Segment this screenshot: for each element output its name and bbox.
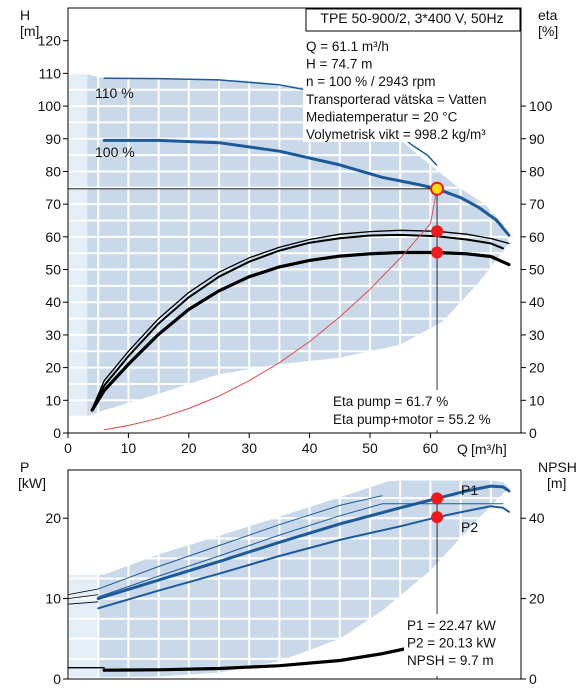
y-axis-title-power: P	[20, 459, 29, 475]
y-tick-label: 90	[45, 131, 61, 147]
x-tick-label: 40	[302, 440, 318, 456]
y2-tick-label: 0	[529, 671, 537, 687]
operating-point-eta	[431, 225, 444, 238]
y2-axis-title-eta: eta	[538, 7, 558, 23]
y-tick-label: 40	[45, 294, 61, 310]
y2-tick-label: 20	[529, 360, 545, 376]
series-label-p1: P1	[461, 482, 478, 498]
eta-line: Eta pump+motor = 55.2 %	[333, 412, 491, 427]
curve-left-ref-3	[67, 601, 99, 605]
y-tick-label: 10	[45, 591, 61, 607]
y-tick-label: 50	[45, 262, 61, 278]
operating-point-power	[431, 511, 444, 524]
eta-line: Eta pump = 61.7 %	[333, 394, 448, 409]
info-line: H = 74.7 m	[306, 57, 372, 72]
y2-tick-label: 0	[529, 425, 537, 441]
curve-head	[102, 138, 511, 237]
curve-left-ref-1	[67, 588, 99, 595]
operating-range-light-area	[68, 73, 88, 417]
y-tick-label: 30	[45, 327, 61, 343]
x-tick-label: 20	[181, 440, 197, 456]
y2-tick-label: 100	[529, 98, 553, 114]
y2-tick-label: 40	[529, 510, 545, 526]
y-tick-label: 20	[45, 510, 61, 526]
power-info-box	[404, 614, 518, 676]
y-tick-label: 120	[38, 33, 62, 49]
y2-tick-label: 80	[529, 163, 545, 179]
series-label-p2: P2	[461, 519, 478, 535]
power-npsh-chart: 0 10 20 0 20 40 P [kW] NPSH [m] P1 = 22.47 kW…	[18, 459, 577, 687]
head-efficiency-chart: 0 10 20 30 40 50 60010203040506070809010011012…	[20, 7, 558, 457]
plot-frame-bottom	[67, 469, 522, 680]
operating-point-head	[430, 181, 445, 196]
info-line: Mediatemperatur = 20 °C	[306, 109, 458, 124]
y-tick-label: 100	[38, 98, 62, 114]
y-axis-unit-head: [m]	[20, 23, 39, 39]
y-tick-label: 10	[45, 392, 61, 408]
curve-eta-pump-upper	[91, 229, 510, 410]
series-label-110: 110 %	[95, 85, 134, 101]
y-tick-label: 0	[53, 671, 61, 687]
y2-tick-label: 40	[529, 294, 545, 310]
curve-p2-110	[97, 503, 504, 598]
title-box	[305, 8, 521, 32]
x-tick-label: 50	[362, 440, 378, 456]
info-line: Transporterad vätska = Vatten	[306, 92, 486, 107]
operating-point-power	[431, 492, 444, 505]
curve-eta-pump	[91, 233, 504, 411]
x-tick-label: 60	[423, 440, 439, 456]
x-tick-label: 10	[121, 440, 137, 456]
power-info-line: P2 = 20.13 kW	[407, 636, 496, 651]
y-tick-label: 110	[39, 65, 62, 81]
y-axis-unit-power: [kW]	[18, 475, 46, 491]
y-tick-label: 70	[45, 196, 61, 212]
curve-eta-pump-motor	[90, 250, 511, 412]
power-info-line: NPSH = 9.7 m	[407, 653, 494, 668]
curve-p1-110	[97, 495, 383, 590]
info-line: n = 100 % / 2943 rpm	[306, 74, 435, 89]
eta-info-box	[330, 390, 510, 430]
x-tick-label: 0	[64, 440, 72, 456]
y-tick-label: 80	[45, 163, 61, 179]
curve-p2	[97, 505, 510, 610]
y2-tick-label: 10	[529, 392, 545, 408]
info-line: Q = 61.1 m³/h	[306, 39, 389, 54]
info-line: Volymetrisk vikt = 998.2 kg/m³	[306, 127, 486, 142]
y-tick-label: 0	[53, 425, 61, 441]
y2-tick-label: 50	[529, 262, 545, 278]
power-range-light-area	[68, 574, 99, 678]
y-tick-label: 20	[45, 360, 61, 376]
y-axis-title-head: H	[20, 7, 30, 23]
info-box	[303, 34, 508, 142]
y-tick-label: 60	[45, 229, 61, 245]
operating-point-eta	[431, 246, 444, 259]
power-info-line: P1 = 22.47 kW	[407, 618, 496, 633]
y2-axis-unit-eta: [%]	[538, 23, 558, 39]
chart-title: TPE 50-900/2, 3*400 V, 50Hz	[320, 10, 503, 26]
y2-tick-label: 60	[529, 229, 545, 245]
x-axis-title: Q	[457, 441, 468, 457]
curve-system-curve	[103, 188, 438, 431]
curve-p1	[96, 484, 511, 601]
x-tick-label: 30	[241, 440, 257, 456]
y2-tick-label: 30	[529, 327, 545, 343]
series-label-100: 100 %	[95, 144, 135, 160]
y2-axis-unit-npsh: [m]	[547, 475, 566, 491]
x-axis-unit: [m³/h]	[471, 441, 507, 457]
y2-tick-label: 90	[529, 131, 545, 147]
curve-left-ref-2	[67, 594, 99, 599]
y2-tick-label: 20	[529, 591, 545, 607]
y2-axis-title-npsh: NPSH	[538, 459, 577, 475]
plot-frame	[67, 7, 522, 434]
y2-tick-label: 70	[529, 196, 545, 212]
